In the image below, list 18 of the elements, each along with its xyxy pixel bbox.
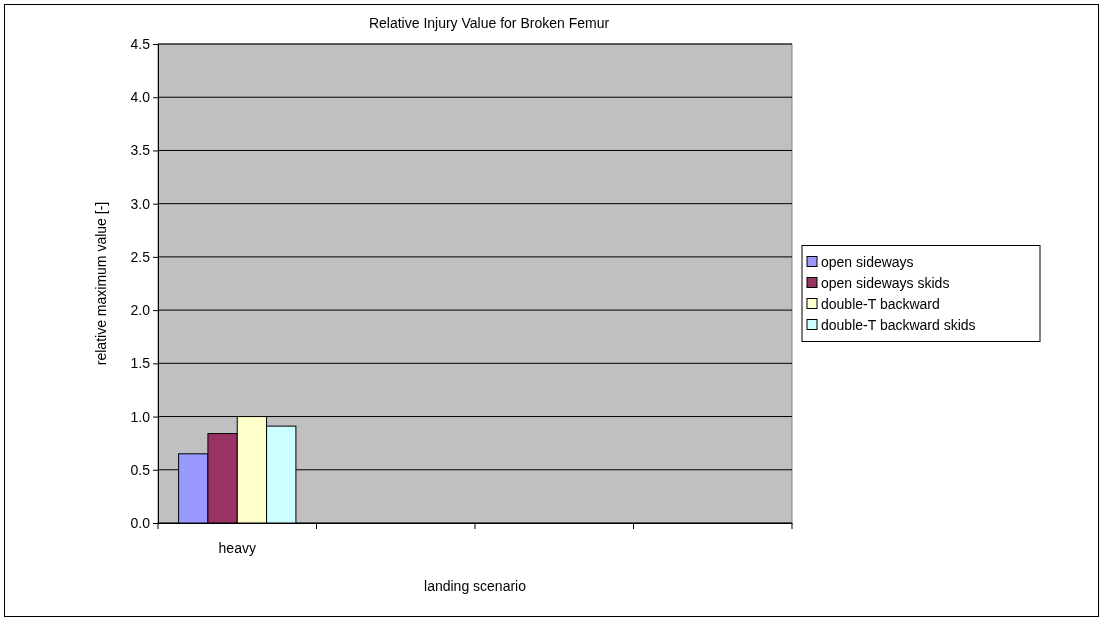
y-tick-label: 1.5 — [130, 355, 151, 372]
legend-label: open sideways skids — [821, 274, 950, 291]
y-tick-label: 0.5 — [130, 461, 151, 478]
y-tick-label: 0.0 — [130, 514, 151, 531]
legend-label: double-T backward skids — [821, 316, 976, 333]
legend-label: open sideways — [821, 253, 914, 270]
chart-title: Relative Injury Value for Broken Femur — [368, 15, 610, 31]
y-tick-label: 3.0 — [130, 195, 151, 212]
y-axis-title: relative maximum value [-] — [93, 201, 109, 366]
y-tick-label: 3.5 — [130, 142, 151, 159]
y-tick-label: 4.0 — [130, 89, 151, 106]
y-tick-label: 1.0 — [130, 408, 151, 425]
legend-label: double-T backward — [821, 295, 940, 312]
y-tick-label: 4.5 — [130, 35, 151, 52]
x-axis-title: landing scenario — [424, 578, 527, 594]
y-tick-label: 2.0 — [130, 302, 151, 319]
y-tick-label: 2.5 — [130, 248, 151, 265]
x-tick-label: heavy — [218, 539, 256, 556]
